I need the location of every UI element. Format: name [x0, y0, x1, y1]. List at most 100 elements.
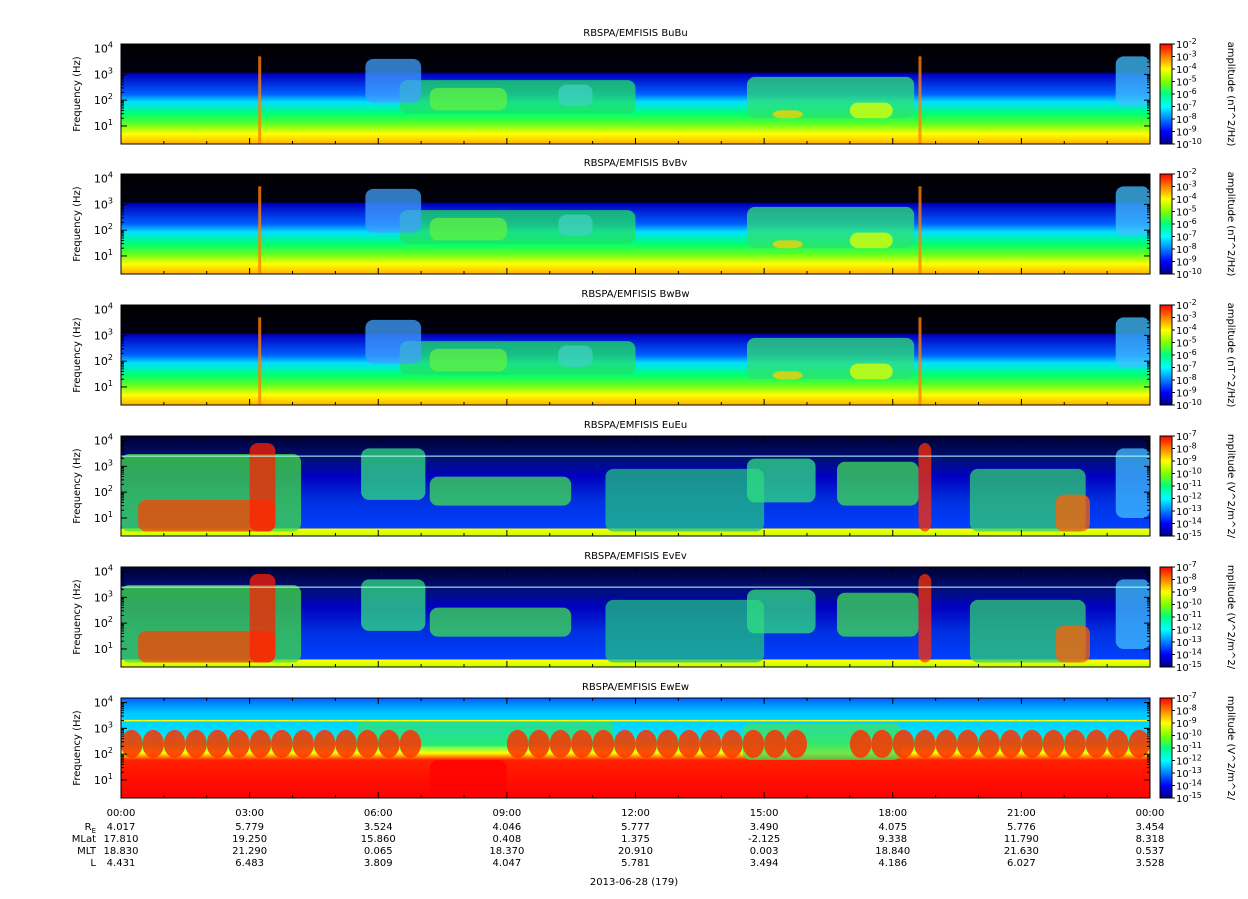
colorbar-tick-label: 10-13: [1176, 504, 1202, 518]
spectral-feature: [837, 461, 919, 506]
harmonic-lobe: [721, 729, 743, 758]
spectral-spike: [258, 56, 262, 144]
spectral-feature: [558, 345, 593, 367]
ephemeris-value: 20.910: [618, 846, 653, 857]
colorbar-tick-label: 10-11: [1176, 610, 1202, 624]
panel-title: RBSPA/EMFISIS BuBu: [583, 28, 687, 39]
harmonic-lobe: [635, 729, 657, 758]
ephemeris-value: 5.779: [235, 822, 264, 833]
colorbar-tick-label: 10-10: [1176, 467, 1202, 481]
spectral-feature: [746, 589, 816, 634]
y-tick-label: 103: [94, 196, 113, 211]
time-axis: 00:00 03:00 06:00 09:00 12:00 15:00 18:00 21:00…: [107, 808, 1165, 819]
colorbar-tick-label: 10-9: [1176, 716, 1197, 730]
ephemeris-value: 6.027: [1007, 858, 1036, 869]
harmonic-lobe: [678, 729, 700, 758]
harmonic-lobe: [1021, 729, 1043, 758]
colorbar-tick-label: 10-11: [1176, 479, 1202, 493]
harmonic-lobe: [399, 729, 422, 758]
colorbar-tick-label: 10-4: [1176, 323, 1197, 337]
ephemeris-value: 11.790: [1004, 834, 1039, 845]
ephemeris-value: 4.431: [107, 858, 136, 869]
spectrogram-panel-3: RBSPA/EMFISIS BwBw Frequency (Hz) 101 102 10…: [72, 289, 1236, 412]
colorbar-tick-label: 10-2: [1176, 37, 1197, 51]
ephemeris-value: 3.809: [364, 858, 393, 869]
spectral-feature: [429, 759, 507, 798]
ephemeris-value: 1.375: [621, 834, 650, 845]
harmonic-lobe: [699, 729, 722, 758]
y-tick-label: 102: [94, 615, 113, 630]
spectral-feature: [249, 574, 276, 663]
ephemeris-row-label: L: [90, 858, 96, 869]
ephemeris-value: 18.370: [489, 846, 524, 857]
spectral-feature: [365, 319, 422, 364]
spectrogram-features: [258, 56, 1150, 144]
ephemeris-value: 0.537: [1136, 846, 1165, 857]
colorbar-tick-label: 10-3: [1176, 311, 1197, 325]
harmonic-lobe: [528, 729, 550, 758]
spectral-feature: [429, 476, 572, 506]
harmonic-lobe: [142, 729, 164, 758]
ephemeris-value: 0.408: [493, 834, 522, 845]
y-tick-label: 101: [94, 510, 113, 525]
harmonic-lobe: [592, 729, 615, 758]
colorbar-tick-label: 10-4: [1176, 62, 1197, 76]
spectrogram-panel-5: RBSPA/EMFISIS EvEv Frequency (Hz) 101 102 10…: [72, 551, 1236, 674]
panel-title: RBSPA/EMFISIS EuEu: [584, 420, 687, 431]
colorbar-tick-label: 10-8: [1176, 112, 1197, 126]
colorbar-tick-label: 10-10: [1176, 598, 1202, 612]
spectral-feature: [772, 110, 803, 119]
colorbar-tick-label: 10-14: [1176, 648, 1202, 662]
y-tick-label: 101: [94, 641, 113, 656]
y-tick-label: 104: [94, 41, 113, 56]
ephemeris-row-label: RE: [85, 822, 96, 835]
ephemeris-value: -2.125: [748, 834, 780, 845]
spectral-feature: [1115, 579, 1150, 649]
harmonic-lobe: [614, 729, 636, 758]
y-tick-label: 104: [94, 695, 113, 710]
colorbar-tick-label: 10-13: [1176, 766, 1202, 780]
x-tick-label: 06:00: [364, 808, 393, 819]
ephemeris-row-label: MLT: [77, 846, 97, 857]
date-label: 2013-06-28 (179): [590, 877, 678, 888]
spectrogram-features: [121, 574, 1150, 663]
harmonic-lobe: [185, 729, 207, 758]
y-tick-label: 103: [94, 458, 113, 473]
colorbar-label: mplitude (V^2/m^2/: [1225, 565, 1236, 670]
colorbar-tick-label: 10-9: [1176, 386, 1197, 400]
ephemeris-value: 4.186: [878, 858, 907, 869]
y-tick-label: 102: [94, 222, 113, 237]
colorbar-tick-label: 10-15: [1176, 660, 1202, 674]
y-tick-label: 103: [94, 327, 113, 342]
colorbar-tick-label: 10-10: [1176, 137, 1202, 151]
colorbar-label: amplitude (nT^2/Hz): [1225, 172, 1236, 277]
colorbar-tick-label: 10-6: [1176, 87, 1197, 101]
y-tick-label: 103: [94, 720, 113, 735]
spectral-spike: [918, 56, 922, 144]
y-axis-label: Frequency (Hz): [72, 579, 83, 655]
x-tick-label: 00:00: [107, 808, 136, 819]
spectral-feature: [365, 58, 422, 103]
spectral-feature: [429, 607, 572, 637]
spectrogram-features: [258, 186, 1150, 274]
x-tick-label: 09:00: [492, 808, 521, 819]
ephemeris-value: 17.810: [104, 834, 139, 845]
harmonic-lobe: [871, 729, 893, 758]
spectral-feature: [1115, 448, 1150, 518]
colorbar-tick-label: 10-3: [1176, 180, 1197, 194]
spectral-feature: [849, 363, 893, 380]
spectrogram-panel-6: RBSPA/EMFISIS EwEw Frequency (Hz) 101 102 10…: [72, 682, 1236, 805]
ephemeris-value: 5.777: [621, 822, 650, 833]
harmonic-lobe: [271, 729, 293, 758]
colorbar-tick-label: 10-3: [1176, 50, 1197, 64]
colorbar-tick-label: 10-7: [1176, 361, 1197, 375]
spectral-feature: [429, 348, 507, 372]
x-tick-label: 21:00: [1007, 808, 1036, 819]
spectrogram-panels: RBSPA/EMFISIS BuBu Frequency (Hz) 101 102 10…: [72, 28, 1236, 805]
y-tick-label: 104: [94, 433, 113, 448]
spectrogram-features: [121, 719, 1150, 798]
spectral-feature: [918, 574, 932, 663]
harmonic-lobe: [356, 729, 379, 758]
spectral-feature: [361, 448, 426, 500]
